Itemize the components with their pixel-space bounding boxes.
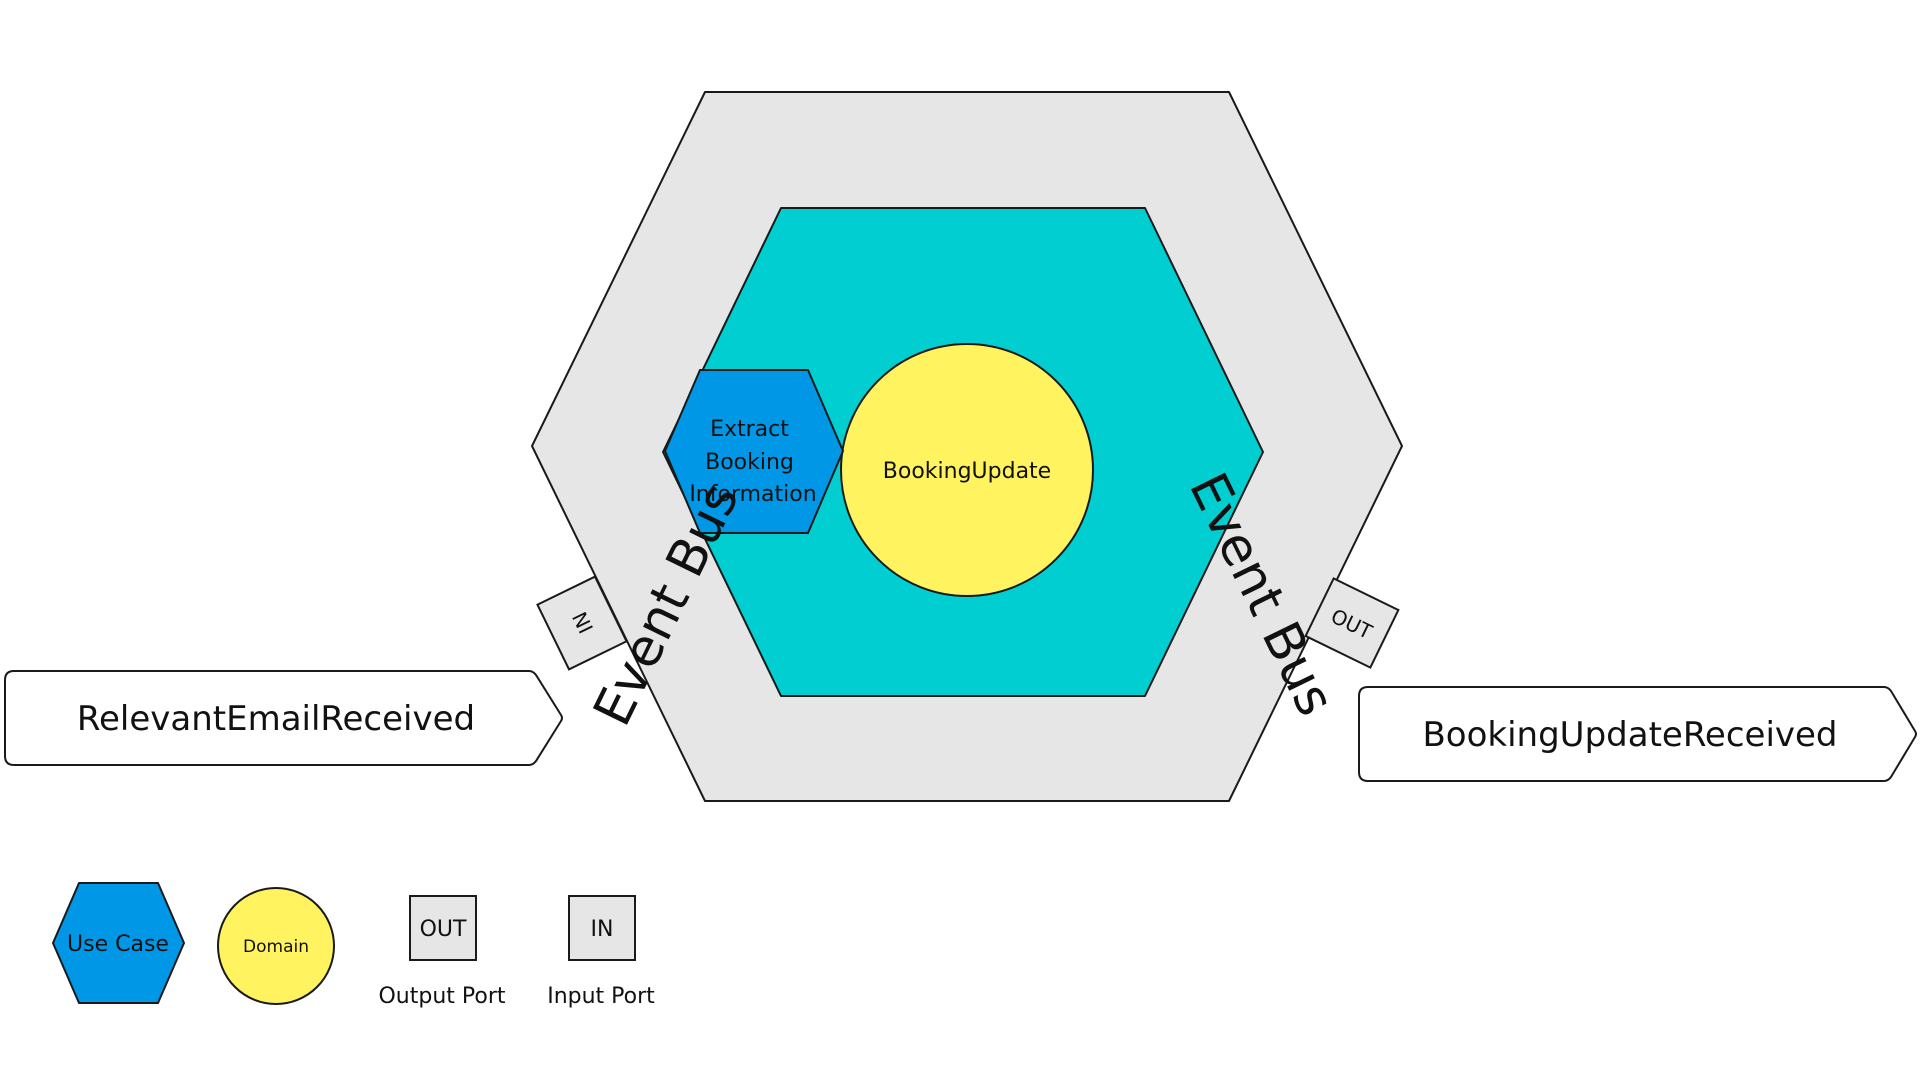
domain-circle[interactable] [840,343,1094,597]
use-case-line-1: Extract [710,417,789,442]
input-port-box [536,575,628,671]
output-port-box [1304,577,1400,669]
legend-input-port-box-label: IN [591,917,614,942]
legend-domain-label: Domain [243,937,309,957]
legend-output-port-box-label: OUT [420,917,467,942]
use-case-line-2: Booking [705,450,794,475]
use-case-label: Extract Booking Information [689,417,816,507]
legend-use-case-label: Use Case [67,932,169,957]
outgoing-event-label: BookingUpdateReceived [1422,715,1837,755]
legend-input-port-box [568,895,636,961]
legend-domain-circle [217,887,335,1005]
output-port[interactable]: OUT [1304,577,1400,669]
legend-use-case-hexagon [52,882,185,1004]
legend-output-port-caption: Output Port [378,984,505,1009]
outgoing-event-arrow[interactable] [1358,686,1917,782]
input-port[interactable]: IN [536,575,628,671]
legend-input-port-caption: Input Port [547,984,655,1009]
incoming-event-arrow[interactable] [4,670,563,766]
incoming-event-label: RelevantEmailReceived [77,699,475,739]
domain-label: BookingUpdate [883,459,1051,484]
legend-output-port-box [409,895,477,961]
use-case-line-3: Information [689,482,816,507]
use-case-hexagon[interactable] [664,369,844,534]
